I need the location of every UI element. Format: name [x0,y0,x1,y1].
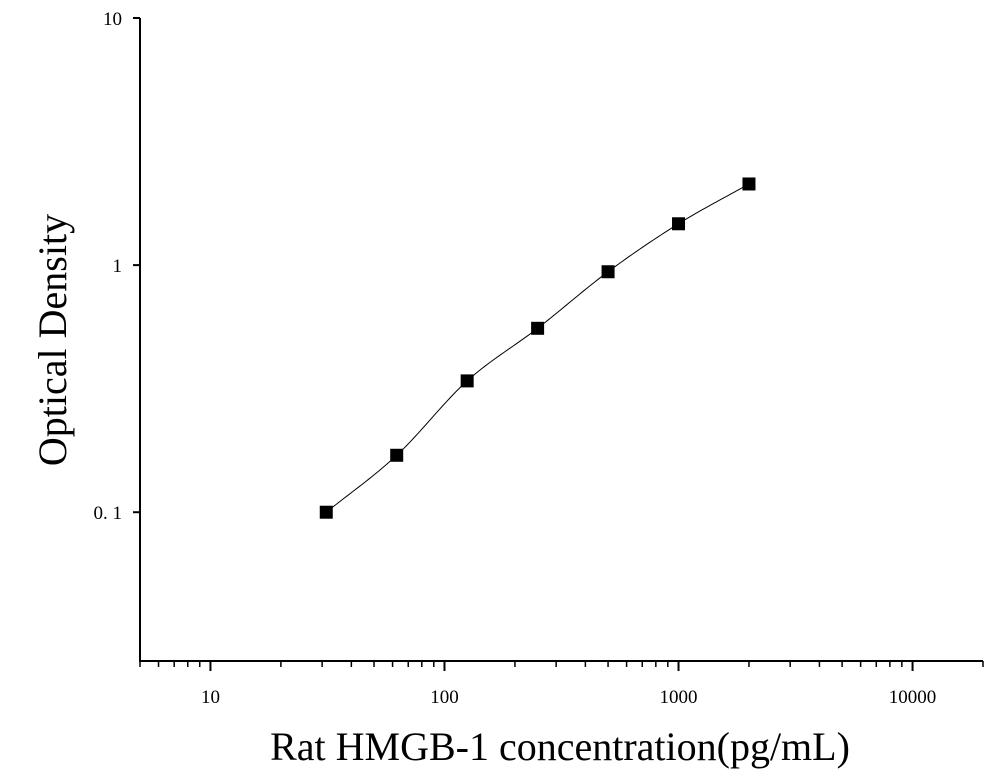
y-tick-label: 1 [113,256,123,277]
y-ticks [133,17,140,514]
fit-curve [325,183,750,513]
data-point [601,265,615,279]
y-axis-title: Optical Density [30,214,75,466]
data-point [531,321,545,335]
x-tick-label: 10000 [889,687,937,708]
data-point [742,177,756,191]
y-tick-label: 0. 1 [94,503,123,524]
x-axis-title: Rat HMGB-1 concentration(pg/mL) [270,724,850,769]
data-point [319,505,333,519]
axes [139,18,983,662]
x-tick-label: 1000 [660,687,698,708]
x-ticks [139,661,984,671]
x-tick-labels: 10 100 1000 10000 [201,687,936,708]
x-tick-label: 10 [201,687,220,708]
x-tick-label: 100 [430,687,459,708]
data-point [460,374,474,388]
y-tick-label: 10 [103,9,122,30]
data-point [672,217,686,231]
data-point [390,448,404,462]
y-tick-labels: 0. 1 1 10 [94,9,123,524]
data-points [319,177,756,519]
